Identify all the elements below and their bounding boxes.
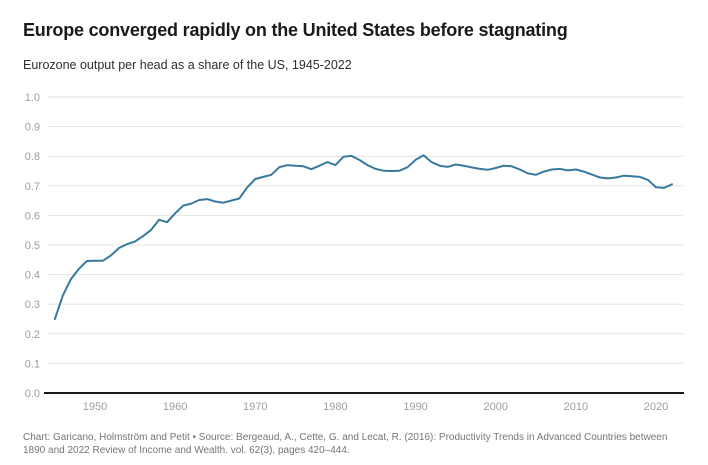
chart-subtitle: Eurozone output per head as a share of t…: [23, 58, 352, 72]
x-tick-label: 1980: [323, 401, 347, 413]
y-tick-label: 0.4: [25, 270, 40, 282]
x-tick-label: 1970: [243, 401, 267, 413]
y-tick-label: 0.1: [25, 358, 40, 370]
x-tick-label: 1990: [403, 401, 427, 413]
data-line-eurozone-vs-us: [53, 154, 673, 320]
y-tick-label: 0.8: [25, 151, 40, 163]
y-tick-label: 0.5: [25, 240, 40, 252]
chart-footnote: Chart: Garicano, Holmström and Petit • S…: [23, 432, 668, 456]
chart-title: Europe converged rapidly on the United S…: [23, 20, 568, 40]
y-tick-label: 0.3: [25, 299, 40, 311]
x-tick-label: 2010: [564, 401, 588, 413]
x-tick-label: 2020: [644, 401, 668, 413]
y-tick-label: 0.6: [25, 210, 40, 222]
x-tick-label: 2000: [483, 401, 507, 413]
y-tick-label: 0.0: [25, 388, 40, 400]
y-tick-label: 1.0: [25, 92, 40, 104]
y-tick-label: 0.7: [25, 181, 40, 193]
x-tick-label: 1960: [163, 401, 187, 413]
y-tick-label: 0.9: [25, 122, 40, 134]
x-tick-label: 1950: [83, 401, 107, 413]
y-tick-label: 0.2: [25, 329, 40, 341]
